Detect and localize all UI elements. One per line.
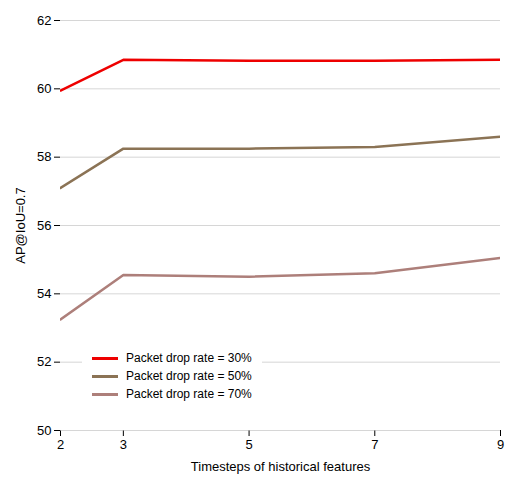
svg-text:52: 52 [37,354,51,369]
svg-text:50: 50 [37,423,51,438]
svg-text:AP@IoU=0.7: AP@IoU=0.7 [13,187,28,263]
html-text:Packet drop rate = 30%: Packet drop rate = 30% [126,351,252,365]
html-text:Packet drop rate = 70%: Packet drop rate = 70% [126,387,252,401]
svg-text:5: 5 [245,437,252,452]
svg-text:2: 2 [57,437,64,452]
svg-text:56: 56 [37,218,51,233]
svg-text:58: 58 [37,149,51,164]
svg-text:Timesteps of historical featur: Timesteps of historical features [191,459,371,474]
svg-text:62: 62 [37,13,51,28]
svg-text:60: 60 [37,81,51,96]
svg-text:7: 7 [371,437,378,452]
html-text:Packet drop rate = 50%: Packet drop rate = 50% [126,369,252,383]
svg-text:54: 54 [37,286,51,301]
svg-text:9: 9 [497,437,504,452]
svg-text:3: 3 [120,437,127,452]
